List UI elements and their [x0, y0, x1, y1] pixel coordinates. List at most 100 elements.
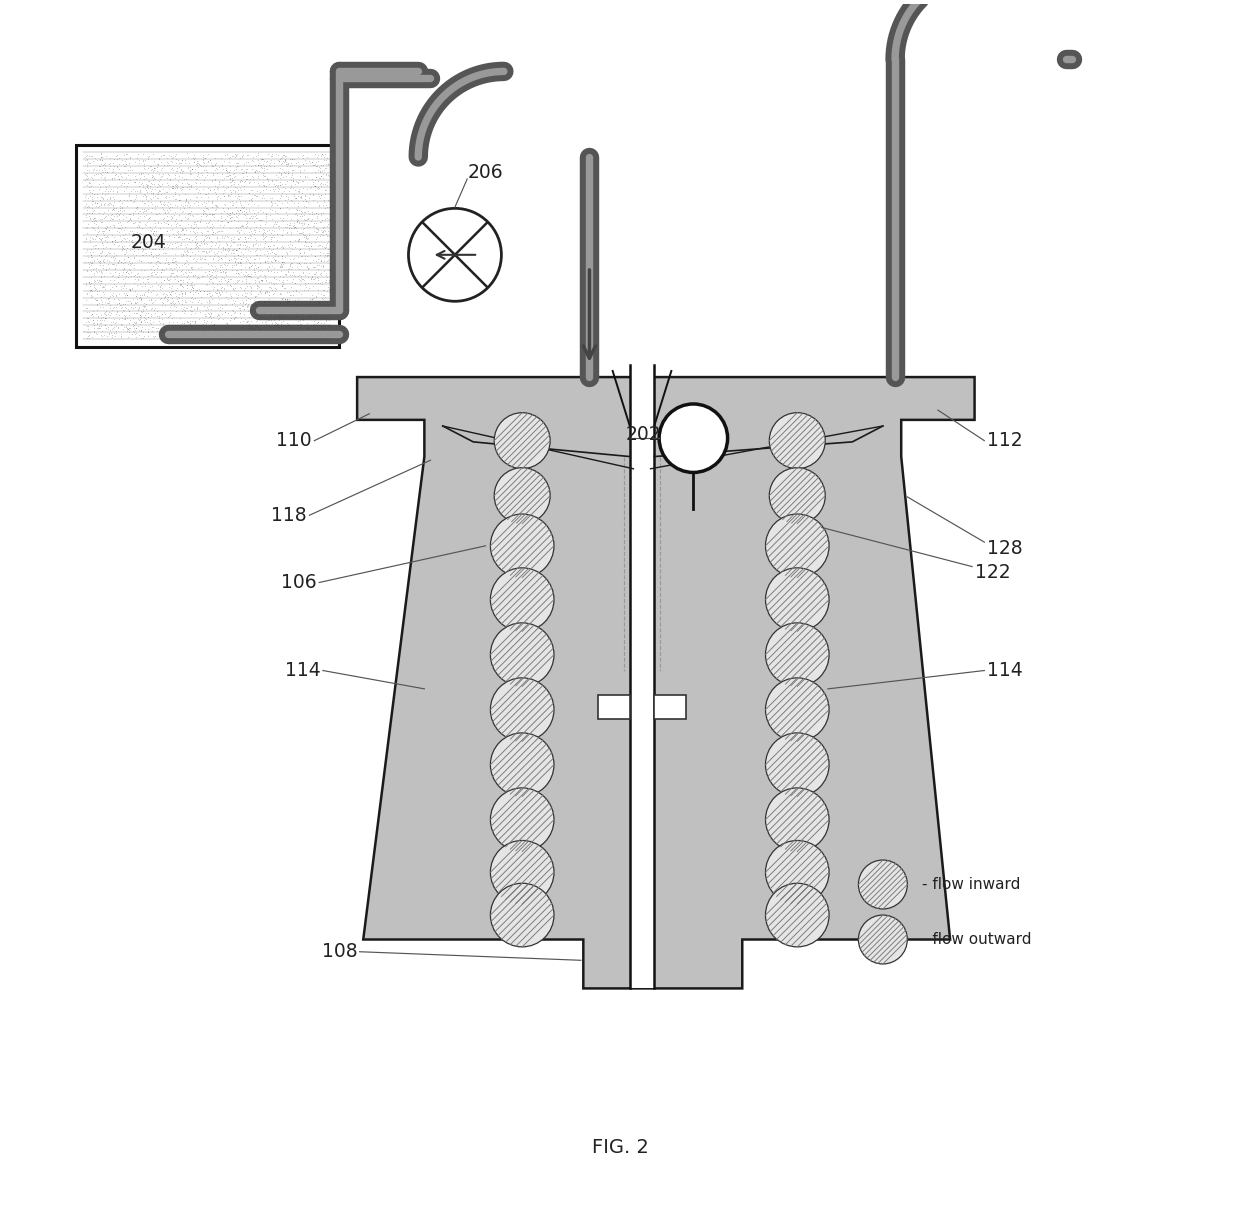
Point: [253, 154, 273, 174]
Point: [103, 196, 123, 215]
Point: [188, 323, 208, 342]
Point: [219, 185, 239, 204]
Point: [221, 230, 241, 250]
Point: [170, 215, 190, 235]
Point: [294, 302, 314, 321]
Point: [195, 234, 215, 254]
Point: [129, 217, 149, 236]
Point: [84, 251, 104, 271]
Point: [308, 222, 327, 241]
Point: [133, 240, 153, 260]
Point: [77, 302, 97, 321]
Point: [129, 325, 149, 345]
Point: [309, 283, 329, 303]
Point: [84, 266, 104, 286]
Point: [159, 282, 179, 302]
Point: [255, 206, 275, 225]
Point: [145, 298, 165, 318]
Point: [278, 222, 298, 241]
Point: [185, 245, 205, 265]
Point: [246, 230, 265, 250]
Point: [234, 299, 254, 319]
Point: [86, 304, 105, 324]
Point: [315, 159, 335, 178]
Point: [171, 181, 191, 201]
Point: [146, 245, 166, 265]
Point: [172, 219, 192, 239]
Point: [316, 270, 336, 289]
Point: [110, 252, 130, 272]
Point: [290, 187, 310, 207]
Point: [179, 208, 198, 228]
Point: [119, 183, 139, 203]
Point: [185, 218, 205, 238]
Point: [226, 159, 246, 178]
Point: [143, 219, 162, 239]
Point: [125, 281, 145, 300]
Point: [160, 294, 180, 314]
Point: [310, 158, 330, 177]
Point: [231, 278, 250, 298]
Point: [311, 250, 331, 270]
Point: [172, 261, 192, 281]
Point: [274, 300, 294, 320]
Point: [124, 303, 144, 323]
Point: [174, 277, 193, 297]
Point: [295, 271, 315, 291]
Point: [291, 223, 311, 243]
Point: [247, 208, 267, 228]
Point: [88, 319, 108, 339]
Point: [316, 154, 336, 174]
Point: [129, 224, 149, 244]
Point: [129, 164, 149, 183]
Point: [133, 318, 153, 337]
Point: [164, 206, 184, 225]
Point: [157, 174, 177, 193]
Point: [233, 178, 253, 198]
Point: [146, 300, 166, 320]
Point: [234, 204, 254, 224]
Point: [224, 166, 244, 186]
Point: [222, 260, 242, 279]
Point: [303, 209, 322, 229]
Point: [262, 219, 281, 239]
Point: [269, 191, 289, 211]
Point: [244, 193, 264, 213]
Point: [210, 262, 229, 282]
Point: [100, 286, 120, 305]
Point: [123, 245, 143, 265]
Point: [257, 251, 277, 271]
Point: [200, 271, 219, 291]
Point: [320, 149, 340, 169]
Point: [222, 203, 242, 223]
Point: [131, 224, 151, 244]
Point: [174, 300, 193, 320]
Point: [165, 293, 185, 313]
Point: [262, 224, 281, 244]
Point: [306, 153, 326, 172]
Point: [117, 154, 136, 174]
Point: [187, 154, 207, 174]
Point: [285, 273, 305, 293]
Point: [136, 206, 156, 225]
Point: [176, 244, 196, 263]
Point: [164, 176, 184, 196]
Point: [257, 222, 277, 241]
Point: [94, 194, 114, 214]
Point: [317, 246, 337, 266]
Point: [247, 276, 267, 295]
Point: [295, 186, 315, 206]
Point: [95, 170, 115, 190]
Point: [244, 324, 264, 343]
Point: [309, 313, 329, 332]
Point: [128, 309, 148, 329]
Point: [102, 162, 122, 182]
Point: [79, 273, 99, 293]
Point: [112, 279, 131, 299]
Point: [187, 268, 207, 288]
Point: [98, 181, 118, 201]
Point: [155, 326, 175, 346]
Point: [83, 259, 103, 278]
Point: [226, 206, 246, 225]
Point: [103, 283, 123, 303]
